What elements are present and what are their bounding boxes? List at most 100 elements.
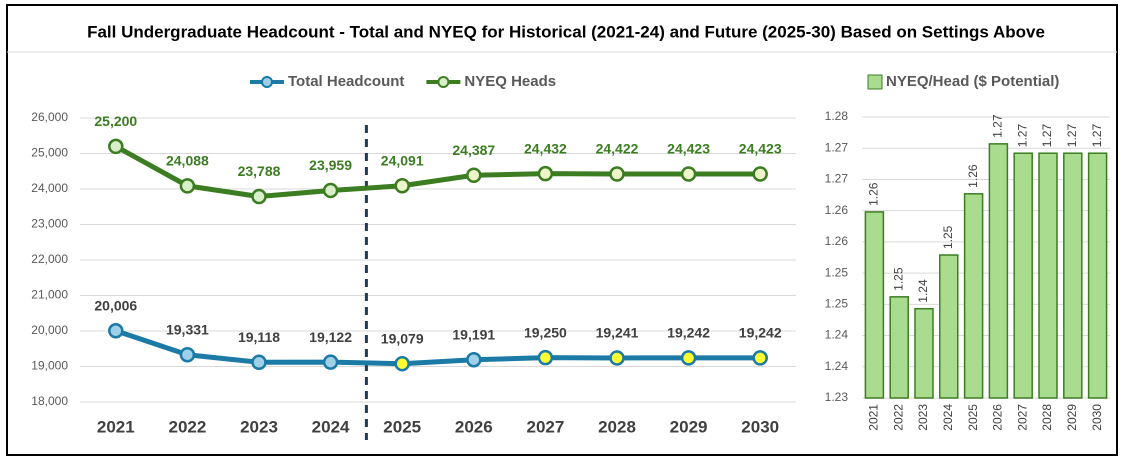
data-label: 1.27 — [1040, 124, 1054, 148]
data-label: 1.27 — [1090, 124, 1104, 148]
data-label: 19,122 — [309, 329, 352, 345]
data-label: 23,959 — [309, 157, 352, 173]
bar — [1038, 152, 1058, 399]
y-tick-label: 1.25 — [825, 297, 849, 311]
point — [322, 182, 339, 199]
bar — [1063, 152, 1083, 399]
x-tick-label: 2028 — [1040, 404, 1054, 431]
data-label: 20,006 — [94, 297, 137, 313]
point — [466, 167, 482, 184]
legend-swatch — [867, 74, 883, 90]
point — [108, 323, 124, 339]
legend-label: NYEQ/Head ($ Potential) — [886, 73, 1059, 90]
y-tick-label: 1.23 — [825, 390, 849, 404]
data-label: 19,250 — [524, 324, 567, 340]
bar — [1013, 152, 1033, 399]
x-tick-label: 2029 — [1065, 404, 1079, 431]
point — [179, 178, 196, 194]
series-line — [114, 144, 761, 200]
data-label: 24,423 — [667, 141, 710, 157]
x-tick-label: 2030 — [1090, 404, 1104, 431]
data-label: 1.27 — [1065, 124, 1079, 148]
legend-label: NYEQ Heads — [464, 73, 556, 90]
x-tick-label: 2021 — [97, 417, 135, 436]
y-tick-label: 20,000 — [31, 323, 68, 337]
point — [537, 349, 554, 366]
point — [537, 165, 554, 182]
y-tick-label: 1.28 — [825, 109, 849, 123]
x-tick-label: 2026 — [991, 404, 1005, 431]
point — [609, 166, 625, 182]
y-tick-label: 1.27 — [825, 140, 849, 154]
x-tick-label: 2028 — [598, 417, 636, 436]
y-tick-label: 22,000 — [31, 252, 68, 266]
x-tick-label: 2023 — [240, 417, 278, 436]
y-tick-label: 1.26 — [825, 234, 849, 248]
point — [394, 355, 410, 372]
data-label: 24,423 — [739, 141, 782, 157]
data-label: 25,200 — [94, 113, 137, 129]
bar — [889, 296, 909, 399]
x-tick-label: 2021 — [867, 404, 881, 431]
data-label: 1.27 — [1015, 124, 1029, 148]
x-tick-label: 2023 — [916, 404, 930, 431]
data-label: 1.26 — [867, 182, 881, 206]
point — [609, 350, 625, 366]
point — [466, 351, 482, 368]
x-tick-label: 2027 — [1015, 404, 1029, 431]
data-label: 24,432 — [524, 140, 567, 156]
y-tick-label: 1.26 — [825, 203, 849, 217]
data-label: 19,241 — [596, 325, 639, 341]
legend-label: Total Headcount — [288, 73, 404, 90]
y-tick-label: 1.24 — [825, 328, 849, 342]
point — [680, 166, 697, 182]
y-tick-label: 18,000 — [31, 394, 68, 408]
x-tick-label: 2024 — [941, 404, 955, 431]
bar — [939, 254, 959, 399]
point — [322, 354, 339, 370]
bar — [1087, 152, 1108, 399]
y-tick-label: 19,000 — [31, 359, 68, 373]
x-tick-label: 2024 — [312, 417, 350, 436]
point — [752, 350, 768, 366]
x-tick-label: 2029 — [670, 417, 708, 436]
data-label: 19,242 — [739, 325, 782, 341]
y-tick-label: 23,000 — [31, 217, 68, 231]
bar — [864, 211, 885, 399]
bar — [914, 307, 934, 399]
data-label: 1.25 — [941, 225, 955, 249]
y-tick-label: 26,000 — [31, 110, 68, 124]
data-label: 19,118 — [238, 329, 280, 345]
y-tick-label: 1.27 — [825, 172, 849, 186]
x-tick-label: 2030 — [741, 417, 779, 436]
x-tick-label: 2022 — [168, 417, 206, 436]
y-tick-label: 25,000 — [31, 146, 68, 160]
data-label: 24,091 — [381, 152, 424, 168]
data-label: 23,788 — [238, 163, 281, 179]
data-label: 1.25 — [891, 267, 905, 291]
chart-title: Fall Undergraduate Headcount - Total and… — [87, 22, 1045, 41]
data-label: 1.27 — [991, 114, 1005, 138]
point — [680, 350, 697, 366]
y-tick-label: 1.24 — [825, 359, 849, 373]
point — [752, 166, 768, 182]
data-label: 24,088 — [166, 153, 209, 169]
data-label: 19,242 — [667, 325, 710, 341]
point — [251, 354, 267, 371]
y-tick-label: 1.25 — [825, 265, 849, 279]
legend-marker — [261, 76, 273, 88]
x-tick-label: 2025 — [966, 404, 980, 431]
series-line — [115, 328, 761, 367]
data-label: 1.26 — [966, 164, 980, 188]
x-tick-label: 2026 — [455, 417, 493, 436]
y-tick-label: 21,000 — [31, 288, 68, 302]
bar — [963, 193, 984, 399]
point — [108, 138, 124, 155]
x-tick-label: 2027 — [526, 417, 564, 436]
bar — [988, 143, 1009, 399]
data-label: 1.24 — [916, 279, 930, 303]
x-tick-label: 2025 — [383, 417, 421, 436]
point — [179, 346, 196, 363]
